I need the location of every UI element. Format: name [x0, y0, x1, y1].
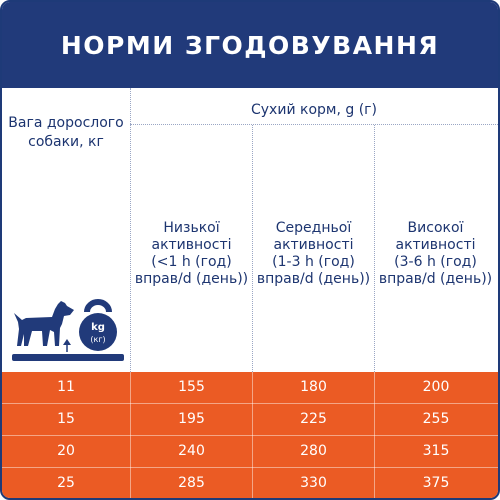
title-banner: НОРМИ ЗГОДОВУВАННЯ: [2, 2, 498, 88]
column-divider: [130, 372, 131, 498]
dog-kettlebell-icon: kg (кг): [12, 299, 124, 361]
kettlebell-kg-label: kg: [91, 322, 105, 333]
dry-food-header: Сухий корм, g (г): [251, 102, 377, 118]
table-header: Вага дорослого собаки, кг kg (кг) Сухий …: [2, 88, 498, 372]
weight-cell: 25: [57, 475, 75, 491]
high-activity-cell: 255: [422, 411, 450, 427]
weight-cell: 11: [57, 379, 75, 395]
low-activity-header: Низької активності (<1 h (год) вправ/d (…: [131, 125, 253, 372]
low-activity-cell: 195: [178, 411, 205, 427]
high-activity-cell: 375: [422, 475, 450, 491]
column-divider: [252, 372, 253, 498]
high-activity-cell: 315: [422, 443, 450, 459]
header-divider: [130, 124, 498, 125]
low-activity-cell: 240: [178, 443, 205, 459]
weight-cell: 15: [57, 411, 75, 427]
weight-header-label: Вага дорослого собаки, кг: [8, 115, 124, 150]
table-row: 20 240 280 315: [2, 436, 498, 468]
feeding-table-body: 11 155 180 200 15 195 225 255 20 240 280…: [2, 372, 498, 498]
column-divider: [374, 372, 375, 498]
kettlebell-unit-label: (кг): [90, 335, 105, 344]
medium-activity-cell: 280: [300, 443, 327, 459]
medium-activity-cell: 330: [300, 475, 327, 491]
low-activity-cell: 285: [178, 475, 205, 491]
low-activity-cell: 155: [178, 379, 205, 395]
medium-activity-cell: 225: [300, 411, 327, 427]
weight-cell: 20: [57, 443, 75, 459]
table-row: 15 195 225 255: [2, 404, 498, 436]
table-row: 11 155 180 200: [2, 372, 498, 404]
weight-column-header: Вага дорослого собаки, кг kg (кг): [2, 88, 131, 372]
table-row: 25 285 330 375: [2, 468, 498, 498]
medium-activity-header: Середньої активності (1-3 h (год) вправ/…: [253, 125, 375, 372]
medium-activity-cell: 180: [300, 379, 327, 395]
high-activity-cell: 200: [422, 379, 450, 395]
high-activity-header: Високої активності (3-6 h (год) вправ/d …: [378, 220, 493, 287]
page-title: НОРМИ ЗГОДОВУВАННЯ: [60, 30, 440, 60]
